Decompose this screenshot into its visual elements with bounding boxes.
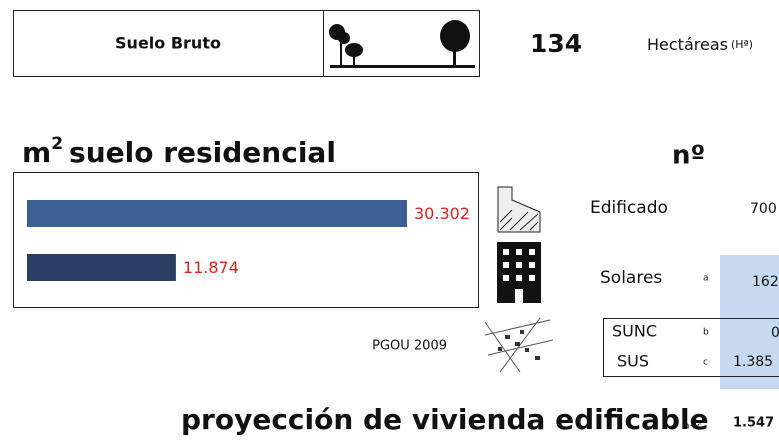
row-value: 700 (750, 201, 777, 217)
bars: 30.302 11.874 (27, 200, 470, 281)
built-icon (498, 187, 540, 232)
building-icon (497, 242, 541, 303)
bar (27, 200, 407, 227)
footer-label: proyección de vivienda edificable (181, 403, 709, 436)
unit: Hectáreas (647, 35, 728, 54)
unit-abbr: (Hª) (731, 38, 753, 51)
count-header: nº (672, 141, 705, 171)
row-key: c (703, 358, 708, 368)
row-label: SUS (617, 352, 649, 371)
footer-value: 1.547 (733, 416, 774, 431)
title-unit: m (22, 136, 51, 169)
bar-label: 11.874 (183, 258, 239, 277)
row-label: Edificado (590, 198, 668, 218)
trees-icon (329, 20, 475, 68)
row-key: b (703, 328, 709, 338)
residential-title: m2 suelo residencial (22, 134, 336, 169)
header-unit: Hectáreas(Hª) (647, 35, 753, 54)
map-icon (485, 318, 553, 372)
title-rest: suelo residencial (69, 136, 336, 169)
chart-box (14, 173, 479, 308)
bar (27, 254, 176, 281)
header-label: Suelo Bruto (115, 34, 221, 53)
row-label: Solares (600, 268, 662, 288)
source: PGOU 2009 (372, 339, 447, 354)
row-value: 162 (752, 274, 779, 290)
title-sup: 2 (51, 134, 63, 154)
row-label: SUNC (612, 322, 657, 341)
row-value: 0 (771, 325, 779, 341)
row-value: 1.385 (733, 354, 773, 370)
footer-key: a+c (684, 422, 702, 432)
header-value: 134 (530, 29, 582, 58)
bar-label: 30.302 (414, 204, 470, 223)
row-key: a (703, 274, 709, 284)
